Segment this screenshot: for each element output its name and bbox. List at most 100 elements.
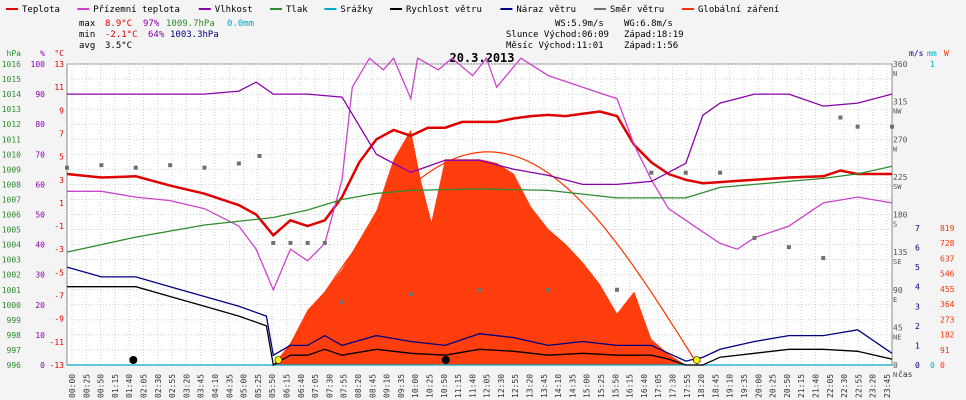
degc-axis-tick-2: 9 <box>59 106 64 115</box>
info-sun-set: Západ:18:19 <box>624 30 684 40</box>
time-tick-18: 07:30 <box>325 374 334 398</box>
time-tick-27: 11:15 <box>454 374 463 398</box>
ms-axis-tick-2: 5 <box>915 263 920 272</box>
series-line-1 <box>67 56 893 292</box>
hpa-axis-tick-1: 1015 <box>2 75 21 84</box>
hpa-axis-tick-11: 1005 <box>2 226 21 235</box>
wind-dir-point-19 <box>752 235 757 240</box>
w-axis-unit: W <box>944 49 949 58</box>
degc-axis-tick-12: -11 <box>50 338 65 347</box>
hpa-axis-tick-3: 1013 <box>2 105 21 114</box>
degc-axis-tick-5: 3 <box>59 176 64 185</box>
pct-axis-tick-4: 60 <box>35 180 45 189</box>
time-tick-10: 04:10 <box>211 374 220 398</box>
dir-tick-deg-8: 0 <box>893 361 898 370</box>
degc-axis-tick-6: 1 <box>59 199 64 208</box>
legend-label-4: Srážky <box>340 5 373 15</box>
degc-axis-tick-7: -1 <box>54 222 64 231</box>
series-line-2 <box>67 81 893 186</box>
stat-min-press: 1003.3hPa <box>170 30 219 40</box>
wind-dir-point-9 <box>305 240 310 245</box>
dir-tick-deg-1: 315 <box>893 98 908 107</box>
stat-min-label: min <box>79 30 95 40</box>
time-axis-label: čas <box>898 369 913 379</box>
dir-tick-name-4: S <box>893 221 897 229</box>
wind-dir-point-15 <box>615 287 619 292</box>
time-tick-0: 00:00 <box>68 374 77 398</box>
dir-tick-name-3: SW <box>893 183 902 191</box>
hpa-axis-tick-9: 1007 <box>2 195 21 204</box>
pct-axis-tick-0: 100 <box>31 60 46 69</box>
degc-axis-tick-8: -3 <box>54 245 64 254</box>
w-axis-tick-4: 455 <box>940 285 955 294</box>
dir-tick-deg-2: 270 <box>893 135 908 144</box>
time-tick-25: 10:25 <box>425 374 434 398</box>
hpa-axis-tick-17: 999 <box>7 316 22 325</box>
axes: 00:00 00:25 00:50 01:15 01:40 02:05 02:30 02:55… <box>2 49 955 398</box>
ms-axis-tick-5: 2 <box>915 322 920 331</box>
sunset-marker <box>692 356 701 364</box>
time-tick-57: 23:45 <box>883 374 892 398</box>
time-tick-34: 14:10 <box>554 374 563 398</box>
time-tick-26: 10:50 <box>440 374 449 398</box>
stat-max-press: 1009.7hPa <box>166 19 215 29</box>
w-axis-tick-8: 91 <box>940 346 950 355</box>
ms-axis-tick-6: 1 <box>915 341 920 350</box>
dir-tick-deg-0: 360 <box>893 60 908 69</box>
stat-max-hum: 97% <box>143 19 160 29</box>
w-axis-tick-2: 637 <box>940 254 955 263</box>
time-tick-56: 23:20 <box>869 374 878 398</box>
time-tick-14: 05:50 <box>268 374 277 398</box>
hpa-axis-tick-10: 1006 <box>2 211 21 220</box>
ms-axis-tick-0: 7 <box>915 224 920 233</box>
pct-axis-unit: % <box>40 49 45 58</box>
degc-axis-tick-0: 13 <box>54 60 64 69</box>
degc-axis-tick-10: -7 <box>54 292 64 301</box>
time-tick-54: 22:30 <box>840 374 849 398</box>
chart-title: 20.3.2013 <box>449 51 514 65</box>
info-moon-set: Západ:1:56 <box>624 41 678 51</box>
time-tick-20: 08:20 <box>354 374 363 398</box>
time-tick-31: 12:55 <box>511 374 520 398</box>
ms-axis-tick-7: 0 <box>915 361 920 370</box>
hpa-axis-tick-7: 1009 <box>2 165 21 174</box>
hpa-axis-tick-6: 1010 <box>2 150 21 159</box>
hpa-axis-tick-4: 1012 <box>2 120 21 129</box>
mm-axis-unit: mm <box>927 49 937 58</box>
pct-axis-tick-8: 20 <box>35 301 45 310</box>
mm-axis-tick-0: 1 <box>930 60 935 69</box>
hpa-axis-tick-18: 998 <box>7 331 22 340</box>
time-tick-24: 10:00 <box>411 374 420 398</box>
wind-dir-point-10 <box>322 240 327 245</box>
dir-tick-name-1: NW <box>893 108 902 116</box>
wind-dir-point-24 <box>890 124 894 129</box>
stat-min-temp: -2.1°C <box>105 30 138 40</box>
wind-dir-point-1 <box>99 163 104 168</box>
wind-dir-point-6 <box>257 153 262 158</box>
w-axis-tick-5: 364 <box>940 300 955 309</box>
time-tick-44: 18:20 <box>697 374 706 398</box>
degc-axis-tick-9: -5 <box>54 268 64 277</box>
ms-axis-tick-3: 4 <box>915 283 920 292</box>
hpa-axis-tick-15: 1001 <box>2 286 21 295</box>
time-tick-5: 02:05 <box>139 374 148 398</box>
wind-dir-point-2 <box>133 165 138 170</box>
dir-tick-name-8: N <box>893 371 897 379</box>
time-tick-39: 16:15 <box>626 374 635 398</box>
pct-axis-tick-3: 70 <box>35 150 45 159</box>
ms-axis-unit: m/s <box>909 49 924 58</box>
time-tick-37: 15:25 <box>597 374 606 398</box>
time-tick-32: 13:20 <box>526 374 535 398</box>
w-axis-tick-3: 546 <box>940 270 955 279</box>
wind-dir-point-3 <box>168 163 173 168</box>
wind-dir-point-11 <box>340 300 344 305</box>
time-tick-43: 17:55 <box>683 374 692 398</box>
sunrise-marker <box>274 356 283 364</box>
dir-tick-name-0: N <box>893 70 897 78</box>
time-tick-16: 06:40 <box>297 374 306 398</box>
info-moon-rise: Měsíc Východ:11:01 <box>506 41 604 51</box>
time-tick-23: 09:35 <box>397 374 406 398</box>
wind-dir-point-20 <box>786 245 791 250</box>
hpa-axis-tick-8: 1008 <box>2 180 21 189</box>
